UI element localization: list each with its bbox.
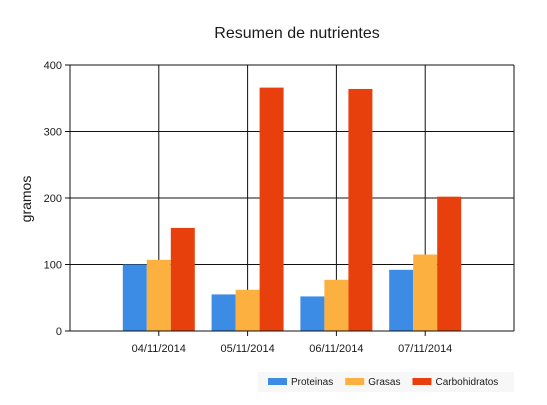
x-tick-label: 05/11/2014	[220, 343, 274, 355]
legend-swatch	[412, 378, 432, 385]
bar-carbohidratos	[437, 196, 462, 331]
bar-carbohidratos	[170, 227, 195, 331]
bar-proteinas	[122, 264, 147, 331]
bar-carbohidratos	[259, 87, 284, 331]
x-tick-label: 06/11/2014	[309, 343, 363, 355]
bars	[122, 87, 462, 331]
legend-box	[258, 372, 514, 392]
axes	[65, 64, 515, 332]
legend-item-label: Grasas	[368, 377, 400, 388]
bar-proteinas	[211, 294, 236, 331]
bar-grasas	[413, 254, 438, 331]
legend: Proteinas Grasas Carbohidratos	[258, 372, 514, 392]
legend-item-label: Carbohidratos	[435, 377, 498, 388]
y-tick-label: 0	[56, 326, 62, 338]
y-tick-label: 400	[44, 60, 62, 72]
y-tick-label: 100	[44, 260, 62, 272]
y-tick-label: 200	[44, 193, 62, 205]
x-tick-label: 07/11/2014	[398, 343, 452, 355]
y-axis-label: gramos	[18, 176, 34, 223]
chart-title: Resumen de nutrientes	[214, 25, 379, 42]
bar-grasas	[324, 279, 349, 331]
bar-grasas	[235, 289, 260, 331]
bar-proteinas	[389, 269, 414, 331]
legend-swatch	[345, 378, 365, 385]
x-tick-label: 04/11/2014	[132, 343, 186, 355]
bar-grasas	[146, 259, 171, 331]
legend-swatch	[268, 378, 287, 385]
y-tick-label: 300	[44, 127, 62, 139]
bar-proteinas	[300, 296, 325, 331]
legend-item-label: Proteinas	[291, 377, 333, 388]
bar-carbohidratos	[348, 88, 373, 331]
tick-labels: 0 100 200 300 400 04/11/2014 05/11/2014 06/11/2…	[44, 60, 453, 355]
